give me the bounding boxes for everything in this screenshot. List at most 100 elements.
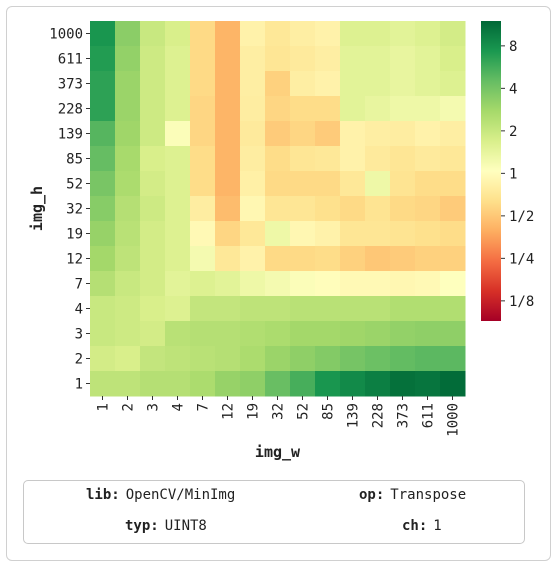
heatmap-cell <box>415 246 441 272</box>
ch-field: ch: 1 <box>402 518 442 534</box>
heatmap-cell <box>315 171 341 197</box>
heatmap-cell <box>440 146 466 172</box>
heatmap-cell <box>265 171 291 197</box>
heatmap-cell <box>90 121 116 147</box>
heatmap-cell <box>165 346 191 372</box>
heatmap-cell <box>365 321 391 347</box>
heatmap-cell <box>365 121 391 147</box>
heatmap-cell <box>365 371 391 397</box>
heatmap-cell <box>440 296 466 322</box>
heatmap-cell <box>90 221 116 247</box>
heatmap-cell <box>415 196 441 222</box>
x-tick-label: 52 <box>296 403 312 420</box>
heatmap-cell <box>290 196 316 222</box>
heatmap-cell <box>115 171 141 197</box>
heatmap-cell <box>390 371 416 397</box>
heatmap-cell <box>290 46 316 72</box>
heatmap-cell <box>90 21 116 47</box>
heatmap-cell <box>140 296 166 322</box>
y-axis-label: img_h <box>28 186 46 231</box>
heatmap-cell <box>115 71 141 97</box>
heatmap-cell <box>190 371 216 397</box>
heatmap-cell <box>440 96 466 122</box>
ch-value: 1 <box>433 518 441 534</box>
heatmap-cell <box>265 346 291 372</box>
heatmap-cell <box>215 171 241 197</box>
heatmap-cell <box>440 171 466 197</box>
heatmap-cell <box>340 296 366 322</box>
heatmap-cell <box>215 96 241 122</box>
heatmap-cell <box>440 346 466 372</box>
heatmap-cell <box>415 21 441 47</box>
heatmap-cell <box>90 346 116 372</box>
heatmap-cell <box>440 196 466 222</box>
lib-field: lib: OpenCV/MinImg <box>86 487 235 503</box>
heatmap-cell <box>265 321 291 347</box>
heatmap-cell <box>115 121 141 147</box>
colorbar-tick-label: 2 <box>509 124 517 140</box>
heatmap-cell <box>115 346 141 372</box>
heatmap-cell <box>190 46 216 72</box>
heatmap-cell <box>390 71 416 97</box>
heatmap-cell <box>265 221 291 247</box>
x-tick-label: 1000 <box>446 403 462 437</box>
heatmap-cell <box>390 196 416 222</box>
heatmap-cell <box>240 171 266 197</box>
heatmap-cell <box>340 171 366 197</box>
heatmap-cell <box>165 171 191 197</box>
heatmap-cell <box>440 371 466 397</box>
heatmap-cell <box>140 196 166 222</box>
heatmap-cell <box>290 321 316 347</box>
heatmap-cell <box>415 296 441 322</box>
y-tick-label: 85 <box>66 152 83 168</box>
heatmap-cell <box>365 271 391 297</box>
x-tick-label: 228 <box>371 403 387 428</box>
heatmap-cell <box>365 96 391 122</box>
heatmap-cell <box>440 21 466 47</box>
colorbar-tick-label: 1/2 <box>509 209 534 225</box>
heatmap-cell <box>240 121 266 147</box>
colorbar-tick-label: 1 <box>509 166 517 182</box>
heatmap-cell <box>140 321 166 347</box>
heatmap-cell <box>190 196 216 222</box>
heatmap-cell <box>215 21 241 47</box>
heatmap-cell <box>315 346 341 372</box>
heatmap-cell <box>440 321 466 347</box>
heatmap-cell <box>165 221 191 247</box>
heatmap-cell <box>215 271 241 297</box>
x-tick-label: 32 <box>271 403 287 420</box>
x-tick-label: 2 <box>121 403 137 411</box>
y-tick-label: 2 <box>75 352 83 368</box>
heatmap-cell <box>140 146 166 172</box>
x-tick-label: 7 <box>196 403 212 411</box>
heatmap-cell <box>415 71 441 97</box>
heatmap-cell <box>90 296 116 322</box>
heatmap-cell <box>240 96 266 122</box>
heatmap-cell <box>340 321 366 347</box>
heatmap-cell <box>315 46 341 72</box>
heatmap-cell <box>240 46 266 72</box>
heatmap-cell <box>215 121 241 147</box>
heatmap-cell <box>90 246 116 272</box>
heatmap-cell <box>440 121 466 147</box>
heatmap-cell <box>315 196 341 222</box>
heatmap-cell <box>390 246 416 272</box>
heatmap-cell <box>140 221 166 247</box>
heatmap-cell <box>190 296 216 322</box>
y-tick-label: 12 <box>66 252 83 268</box>
heatmap-cell <box>215 146 241 172</box>
heatmap-cell <box>415 96 441 122</box>
heatmap-cell <box>315 296 341 322</box>
heatmap-cell <box>365 146 391 172</box>
heatmap-cell <box>190 346 216 372</box>
heatmap-cell <box>190 121 216 147</box>
heatmap-cell <box>365 196 391 222</box>
heatmap-cell <box>290 96 316 122</box>
heatmap-cell <box>365 296 391 322</box>
x-tick-label: 85 <box>321 403 337 420</box>
heatmap-cell <box>215 221 241 247</box>
heatmap-cell <box>390 121 416 147</box>
heatmap-cell <box>415 171 441 197</box>
colorbar-tick-label: 4 <box>509 81 517 97</box>
